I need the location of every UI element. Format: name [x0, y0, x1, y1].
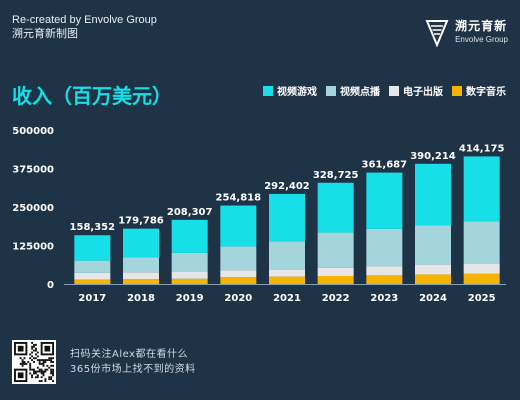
legend-label: 视频游戏	[277, 87, 317, 98]
credit-text: Re-created by Envolve Group 溯元育新制图	[12, 13, 157, 41]
footer-line-1: 扫码关注Alex都在看什么	[70, 349, 189, 360]
bar-segment	[123, 257, 159, 273]
bar-segment	[74, 235, 111, 261]
envolve-logo-icon	[425, 20, 449, 47]
x-tick-label: 2024	[419, 293, 447, 304]
qr-code-icon[interactable]	[12, 340, 56, 384]
bar-segment	[171, 252, 208, 272]
bar-segment	[366, 228, 403, 267]
bar-segment	[415, 264, 451, 275]
y-tick-label: 500000	[12, 126, 54, 137]
bar-total-label: 254,818	[216, 193, 262, 204]
bar-segment	[463, 221, 500, 264]
bar-total-label: 158,352	[70, 222, 116, 233]
bar-segment	[415, 225, 451, 265]
bar-segment	[415, 163, 451, 226]
bar-segment	[74, 279, 111, 284]
footer-line-2: 365份市场上找不到的资料	[70, 364, 196, 375]
legend-item: 视频游戏	[263, 83, 317, 98]
stacked-bar-chart: 0 125000 250000 375000 500000 158,352 2017 179,…	[12, 126, 506, 304]
x-tick-label: 2025	[468, 293, 496, 304]
bar-total-label: 292,402	[264, 181, 310, 192]
bar-segment	[269, 269, 305, 277]
x-tick-label: 2023	[370, 293, 398, 304]
y-tick-label: 0	[47, 280, 54, 291]
x-tick-label: 2018	[127, 293, 155, 304]
legend-label: 电子出版	[403, 87, 443, 98]
credit-line-1: Re-created by Envolve Group	[12, 14, 157, 26]
bar-segment	[269, 193, 305, 242]
x-tick-label: 2017	[78, 293, 106, 304]
bar-segment	[269, 276, 305, 284]
bar-segment	[220, 277, 257, 284]
logo-name-en: Envolve Group	[455, 35, 508, 44]
bar-segment	[220, 246, 257, 271]
bar-segment	[366, 266, 403, 276]
legend-item: 电子出版	[389, 83, 443, 98]
legend-item: 数字音乐	[452, 83, 506, 98]
bar-segment	[317, 182, 354, 233]
bar-segment	[123, 228, 159, 258]
legend-swatch	[326, 85, 336, 96]
bar-total-label: 328,725	[313, 170, 359, 181]
bar-segment	[269, 241, 305, 270]
bar-total-label: 208,307	[167, 207, 213, 218]
bar-segment	[317, 267, 354, 276]
bar-segment	[463, 273, 500, 284]
bar-segment	[171, 278, 208, 284]
bar-segment	[171, 219, 208, 253]
bar-segment	[463, 156, 500, 222]
y-tick-label: 250000	[12, 203, 54, 214]
bar-total-label: 390,214	[410, 151, 456, 162]
chart-title: 收入（百万美元）	[12, 84, 172, 108]
footer: 扫码关注Alex都在看什么 365份市场上找不到的资料	[12, 340, 196, 384]
y-tick-label: 375000	[12, 165, 54, 176]
legend-swatch	[389, 85, 399, 96]
x-tick-label: 2019	[176, 293, 204, 304]
legend-item: 视频点播	[326, 83, 380, 98]
brand-logo: 溯元育新 Envolve Group	[425, 18, 508, 48]
bar-segment	[123, 272, 159, 280]
credit-line-2: 溯元育新制图	[12, 27, 78, 40]
bar-segment	[463, 263, 500, 274]
y-tick-label: 125000	[12, 242, 54, 253]
bar-segment	[366, 172, 403, 229]
legend-label: 数字音乐	[466, 87, 506, 98]
bar-segment	[317, 275, 354, 284]
legend-swatch	[263, 85, 273, 96]
bar-segment	[171, 271, 208, 279]
bar-segment	[123, 279, 159, 284]
bar-total-label: 361,687	[362, 160, 408, 171]
chart-legend: 视频游戏 视频点播 电子出版 数字音乐	[254, 83, 506, 98]
bar-segment	[220, 205, 257, 247]
bar-segment	[74, 272, 111, 280]
bar-segment	[74, 260, 111, 273]
bar-total-label: 414,175	[459, 143, 505, 154]
bar-total-label: 179,786	[118, 216, 164, 227]
bar-segment	[366, 275, 403, 284]
legend-swatch	[452, 85, 462, 96]
logo-name-cn: 溯元育新	[455, 19, 508, 33]
bar-segment	[220, 270, 257, 278]
bar-segment	[415, 274, 451, 284]
legend-label: 视频点播	[340, 87, 380, 98]
bar-segment	[317, 232, 354, 268]
x-tick-label: 2021	[273, 293, 301, 304]
x-tick-label: 2022	[322, 293, 350, 304]
x-tick-label: 2020	[224, 293, 252, 304]
